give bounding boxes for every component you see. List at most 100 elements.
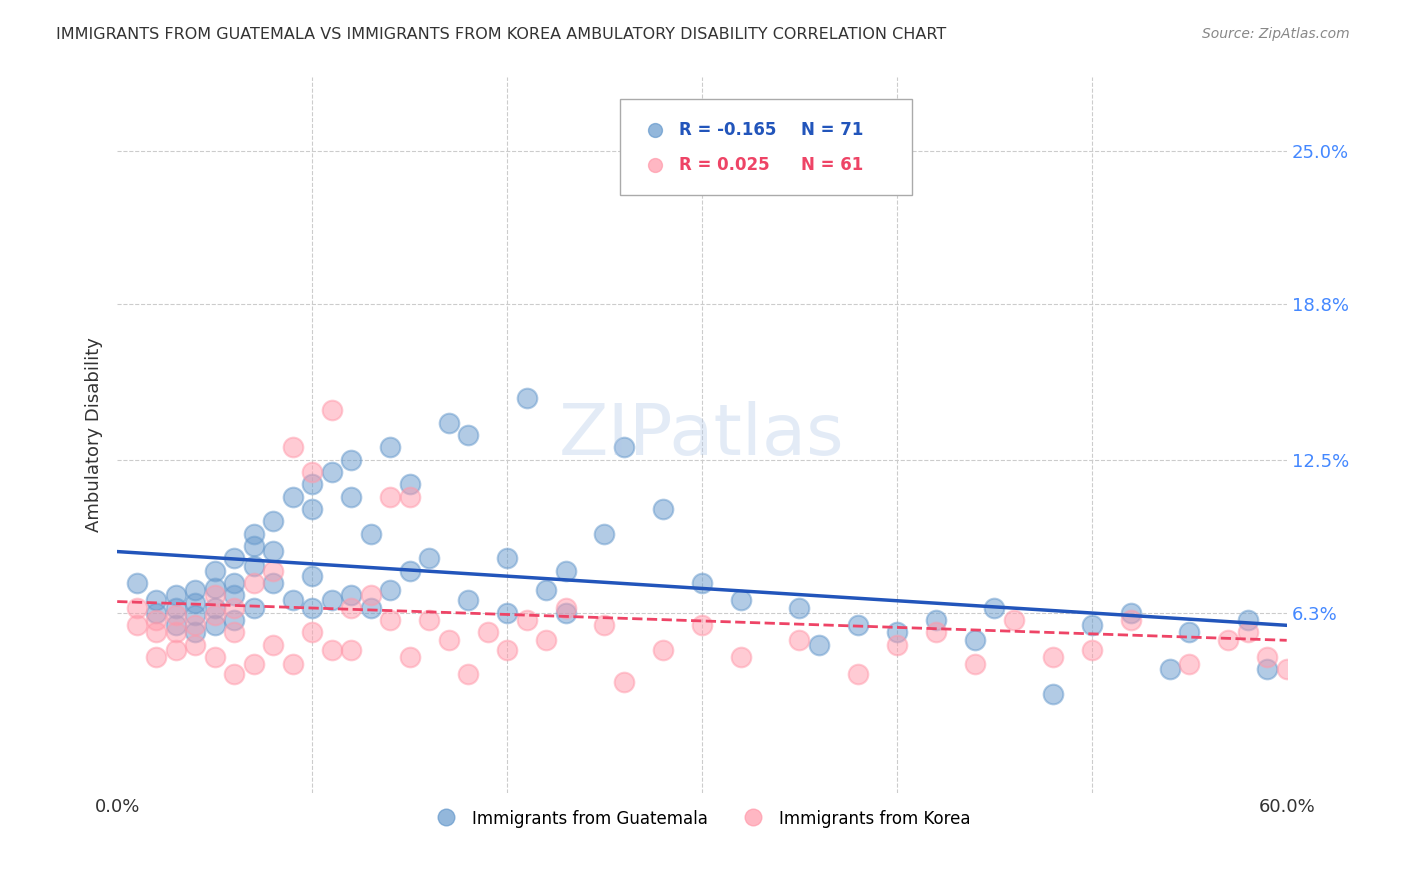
Point: [1159, 662, 1181, 676]
Point: [418, 613, 440, 627]
Point: [457, 667, 479, 681]
Point: [204, 618, 226, 632]
Point: [281, 657, 304, 672]
Point: [378, 613, 401, 627]
Point: [554, 600, 576, 615]
Point: [281, 441, 304, 455]
Point: [1081, 642, 1104, 657]
Text: ZIPatlas: ZIPatlas: [560, 401, 845, 469]
Point: [1119, 613, 1142, 627]
Point: [789, 632, 811, 647]
Point: [963, 657, 986, 672]
Point: [925, 625, 948, 640]
Point: [224, 667, 246, 681]
Point: [1119, 606, 1142, 620]
Point: [593, 618, 616, 632]
Point: [165, 588, 187, 602]
Point: [846, 667, 869, 681]
Point: [262, 514, 284, 528]
Point: [165, 608, 187, 623]
Point: [554, 606, 576, 620]
Text: R = -0.165: R = -0.165: [679, 120, 776, 138]
Point: [1042, 687, 1064, 701]
Point: [184, 638, 207, 652]
Point: [1256, 650, 1278, 665]
Point: [262, 564, 284, 578]
Point: [321, 403, 343, 417]
Point: [437, 632, 460, 647]
Point: [301, 625, 323, 640]
Point: [145, 606, 167, 620]
Point: [534, 632, 557, 647]
Point: [242, 576, 264, 591]
Point: [204, 600, 226, 615]
Point: [165, 642, 187, 657]
Point: [360, 600, 382, 615]
Point: [1236, 625, 1258, 640]
Point: [224, 613, 246, 627]
Point: [184, 618, 207, 632]
Text: IMMIGRANTS FROM GUATEMALA VS IMMIGRANTS FROM KOREA AMBULATORY DISABILITY CORRELA: IMMIGRANTS FROM GUATEMALA VS IMMIGRANTS …: [56, 27, 946, 42]
Legend: Immigrants from Guatemala, Immigrants from Korea: Immigrants from Guatemala, Immigrants fr…: [426, 803, 977, 834]
Point: [1178, 625, 1201, 640]
Point: [242, 539, 264, 553]
Point: [165, 618, 187, 632]
Point: [496, 551, 519, 566]
Point: [224, 600, 246, 615]
Point: [515, 391, 537, 405]
Point: [340, 588, 363, 602]
Point: [807, 638, 830, 652]
Point: [145, 593, 167, 607]
Point: [145, 650, 167, 665]
Point: [554, 564, 576, 578]
Point: [886, 638, 908, 652]
Point: [360, 588, 382, 602]
Point: [730, 593, 752, 607]
Point: [165, 600, 187, 615]
Point: [321, 642, 343, 657]
Point: [1002, 613, 1025, 627]
Point: [224, 588, 246, 602]
Point: [457, 428, 479, 442]
Point: [145, 625, 167, 640]
Point: [301, 600, 323, 615]
Point: [281, 490, 304, 504]
Point: [652, 642, 675, 657]
Point: [690, 618, 713, 632]
Point: [340, 600, 363, 615]
Point: [262, 638, 284, 652]
Point: [125, 576, 148, 591]
Point: [398, 490, 420, 504]
Point: [633, 157, 655, 171]
Point: [125, 618, 148, 632]
Point: [242, 526, 264, 541]
Point: [340, 490, 363, 504]
Point: [398, 650, 420, 665]
Point: [360, 526, 382, 541]
Text: R = 0.025: R = 0.025: [679, 156, 769, 175]
Y-axis label: Ambulatory Disability: Ambulatory Disability: [86, 337, 103, 533]
Point: [886, 625, 908, 640]
Point: [496, 642, 519, 657]
Point: [496, 606, 519, 620]
Point: [224, 551, 246, 566]
Point: [378, 583, 401, 598]
Text: N = 71: N = 71: [801, 120, 863, 138]
Text: Source: ZipAtlas.com: Source: ZipAtlas.com: [1202, 27, 1350, 41]
Point: [730, 650, 752, 665]
Point: [281, 593, 304, 607]
Point: [165, 625, 187, 640]
Point: [242, 657, 264, 672]
Point: [477, 625, 499, 640]
Point: [613, 674, 636, 689]
Point: [983, 600, 1005, 615]
Point: [534, 583, 557, 598]
Point: [515, 613, 537, 627]
Point: [398, 564, 420, 578]
Point: [184, 596, 207, 610]
Point: [184, 625, 207, 640]
Point: [378, 441, 401, 455]
Point: [378, 490, 401, 504]
Point: [1256, 662, 1278, 676]
Point: [204, 588, 226, 602]
